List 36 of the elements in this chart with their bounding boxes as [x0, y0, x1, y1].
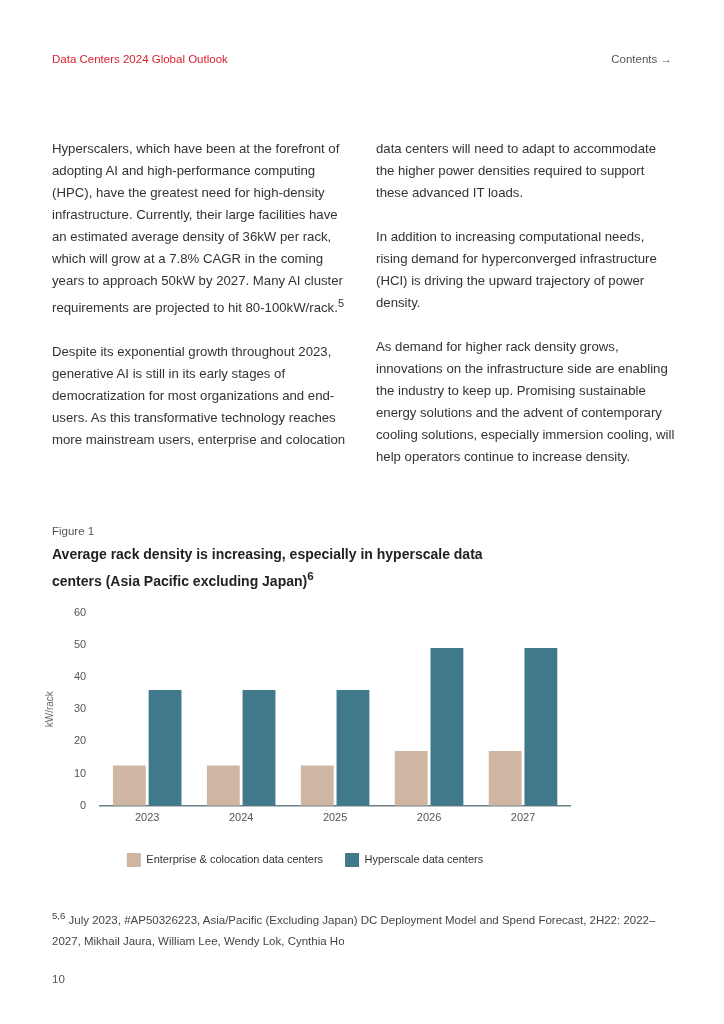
x-tick-label: 2025 [322, 811, 348, 824]
y-tick-label: 10 [73, 766, 87, 779]
text: $^{5,6}$ July 2023, #AP50326223, Asia/Pacific (Excluding Japan) DC Deployment Model and Spend Forecast, 2H22: 2022–2027, Mikhail Jaura, William Lee, Wendy Lok, Cynthia Ho [52, 909, 657, 949]
text: 10 [52, 973, 65, 985]
bar [300, 765, 334, 806]
bar [206, 765, 240, 806]
legend-label: Enterprise & colocation data centers [146, 853, 324, 866]
bar [336, 689, 370, 806]
y-tick-label: 50 [73, 637, 87, 650]
y-tick-label: 30 [73, 702, 87, 715]
y-tick-label: 60 [73, 605, 87, 618]
bar [242, 689, 276, 806]
y-tick-label: 40 [73, 670, 87, 683]
bar [430, 648, 464, 806]
text: As demand for higher rack density grows, innovations on the infrastructure side are enabling the industry to keep up. Promising sustainable energy solutions and the advent of contemporary cooling solutions, especially immersion cooling, will help operators continue to increase density. [376, 338, 676, 466]
text: Data Centers 2024 Global Outlook [52, 53, 228, 65]
text: Despite its exponential growth throughout 2023, generative AI is still in its early stages of democratization for most organizations and end-users. As this transformative technology reaches more mainstream users, enterprise and colocation [52, 343, 347, 450]
y-axis-title: kW/rack [43, 690, 55, 728]
y-tick-label: 0 [80, 798, 87, 811]
x-tick-label: 2027 [510, 811, 536, 824]
x-tick-label: 2023 [134, 811, 160, 824]
x-tick-label: 2026 [416, 811, 442, 824]
caption: Figure 1 [52, 525, 95, 537]
chart-title: Average rack density is increasing, especially in hyperscale data centers (Asia Pacific excluding Japan)$^{6}$ [52, 545, 484, 591]
text: data centers will need to adapt to accommodate the higher power densities required to support these advanced IT loads. [376, 140, 658, 202]
bar [148, 689, 182, 806]
x-tick-label: 2024 [228, 811, 254, 824]
text: In addition to increasing computational needs, rising demand for hyperconverged infrastructure (HCI) is driving the upward trajectory of power density. [376, 228, 658, 312]
bar [112, 765, 146, 806]
text: Hyperscalers, which have been at the forefront of adopting AI and high-performance computing (HPC), have the greatest need for high-density infrastructure. Currently, their large facilities have an estimated average density of 36kW per rack, which will grow at a 7.8% CAGR in the coming years to approach 50kW by 2027. Many AI cluster requirements are projected to hit 80-100kW/rack.$^{5}$ [52, 141, 344, 316]
y-tick-label: 20 [73, 734, 87, 747]
legend-label: Hyperscale data centers [364, 853, 484, 866]
bar [488, 751, 522, 806]
text: Contents → [611, 53, 672, 65]
bar [394, 751, 428, 806]
bar [524, 648, 558, 806]
